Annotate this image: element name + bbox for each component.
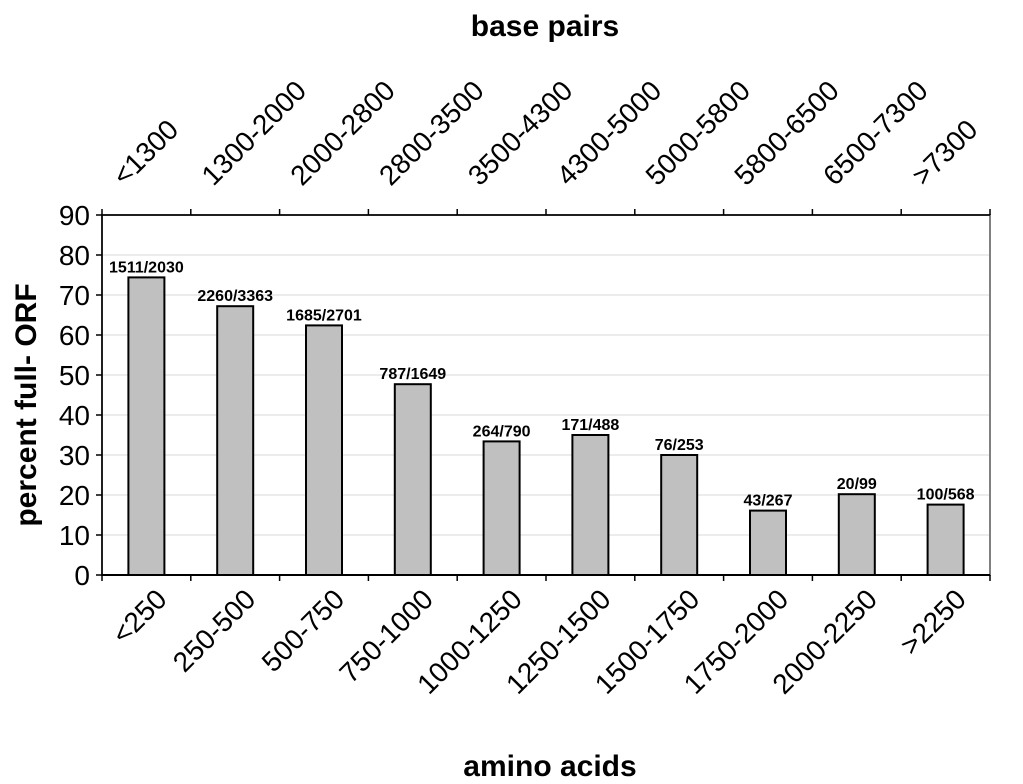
bar — [216, 305, 255, 576]
y-tick-label: 60 — [59, 320, 90, 351]
data-label: 787/1649 — [379, 366, 446, 383]
axes — [96, 209, 991, 581]
bar — [393, 383, 432, 577]
bar — [482, 440, 521, 576]
data-label: 1685/2701 — [286, 307, 362, 324]
y-axis-title: percent full- ORF — [10, 283, 43, 526]
data-labels: 1511/2030 2260/3363 1685/2701 787/1649 264/7… — [109, 259, 975, 509]
x-tick-label: 250-500 — [167, 583, 262, 678]
top-tick-label: >7300 — [906, 114, 984, 192]
y-tick-label: 50 — [59, 360, 90, 391]
top-tick-labels: <1300 1300-20002000-28002800-35003500-430… — [107, 75, 984, 192]
data-label: 264/790 — [473, 423, 531, 440]
data-label: 100/568 — [917, 487, 975, 504]
y-tick-label: 90 — [59, 200, 90, 231]
bar — [305, 324, 343, 576]
y-tick-label: 0 — [74, 560, 90, 591]
x-tick-label: <250 — [106, 583, 173, 650]
y-tick-label: 40 — [59, 400, 90, 431]
bar — [749, 509, 787, 577]
x-tick-label: >2250 — [894, 583, 972, 661]
y-tick-label: 80 — [59, 240, 90, 271]
y-tick-label: 30 — [59, 440, 90, 471]
bar — [660, 454, 699, 576]
y-tick-label: 70 — [59, 280, 90, 311]
y-tick-label: 20 — [59, 480, 90, 511]
y-tick-label: 10 — [59, 520, 90, 551]
data-label: 20/99 — [837, 476, 877, 493]
x-tick-labels: <250250-500500-750750-10001000-12501250-… — [106, 583, 972, 700]
bar — [571, 434, 610, 576]
bar — [127, 276, 166, 576]
data-label: 76/253 — [655, 437, 704, 454]
data-label: 1511/2030 — [109, 259, 184, 276]
bar — [926, 503, 965, 577]
chart-title: base pairs — [471, 10, 619, 43]
bar — [837, 493, 876, 577]
x-axis-title: amino acids — [463, 750, 636, 783]
y-tick-labels: 0 10 20 30 40 50 60 70 80 90 — [59, 200, 90, 591]
data-label: 171/488 — [561, 417, 619, 434]
data-label: 2260/3363 — [197, 288, 273, 305]
bars — [127, 276, 965, 577]
data-label: 43/267 — [744, 493, 793, 510]
top-tick-label: <1300 — [107, 114, 185, 192]
